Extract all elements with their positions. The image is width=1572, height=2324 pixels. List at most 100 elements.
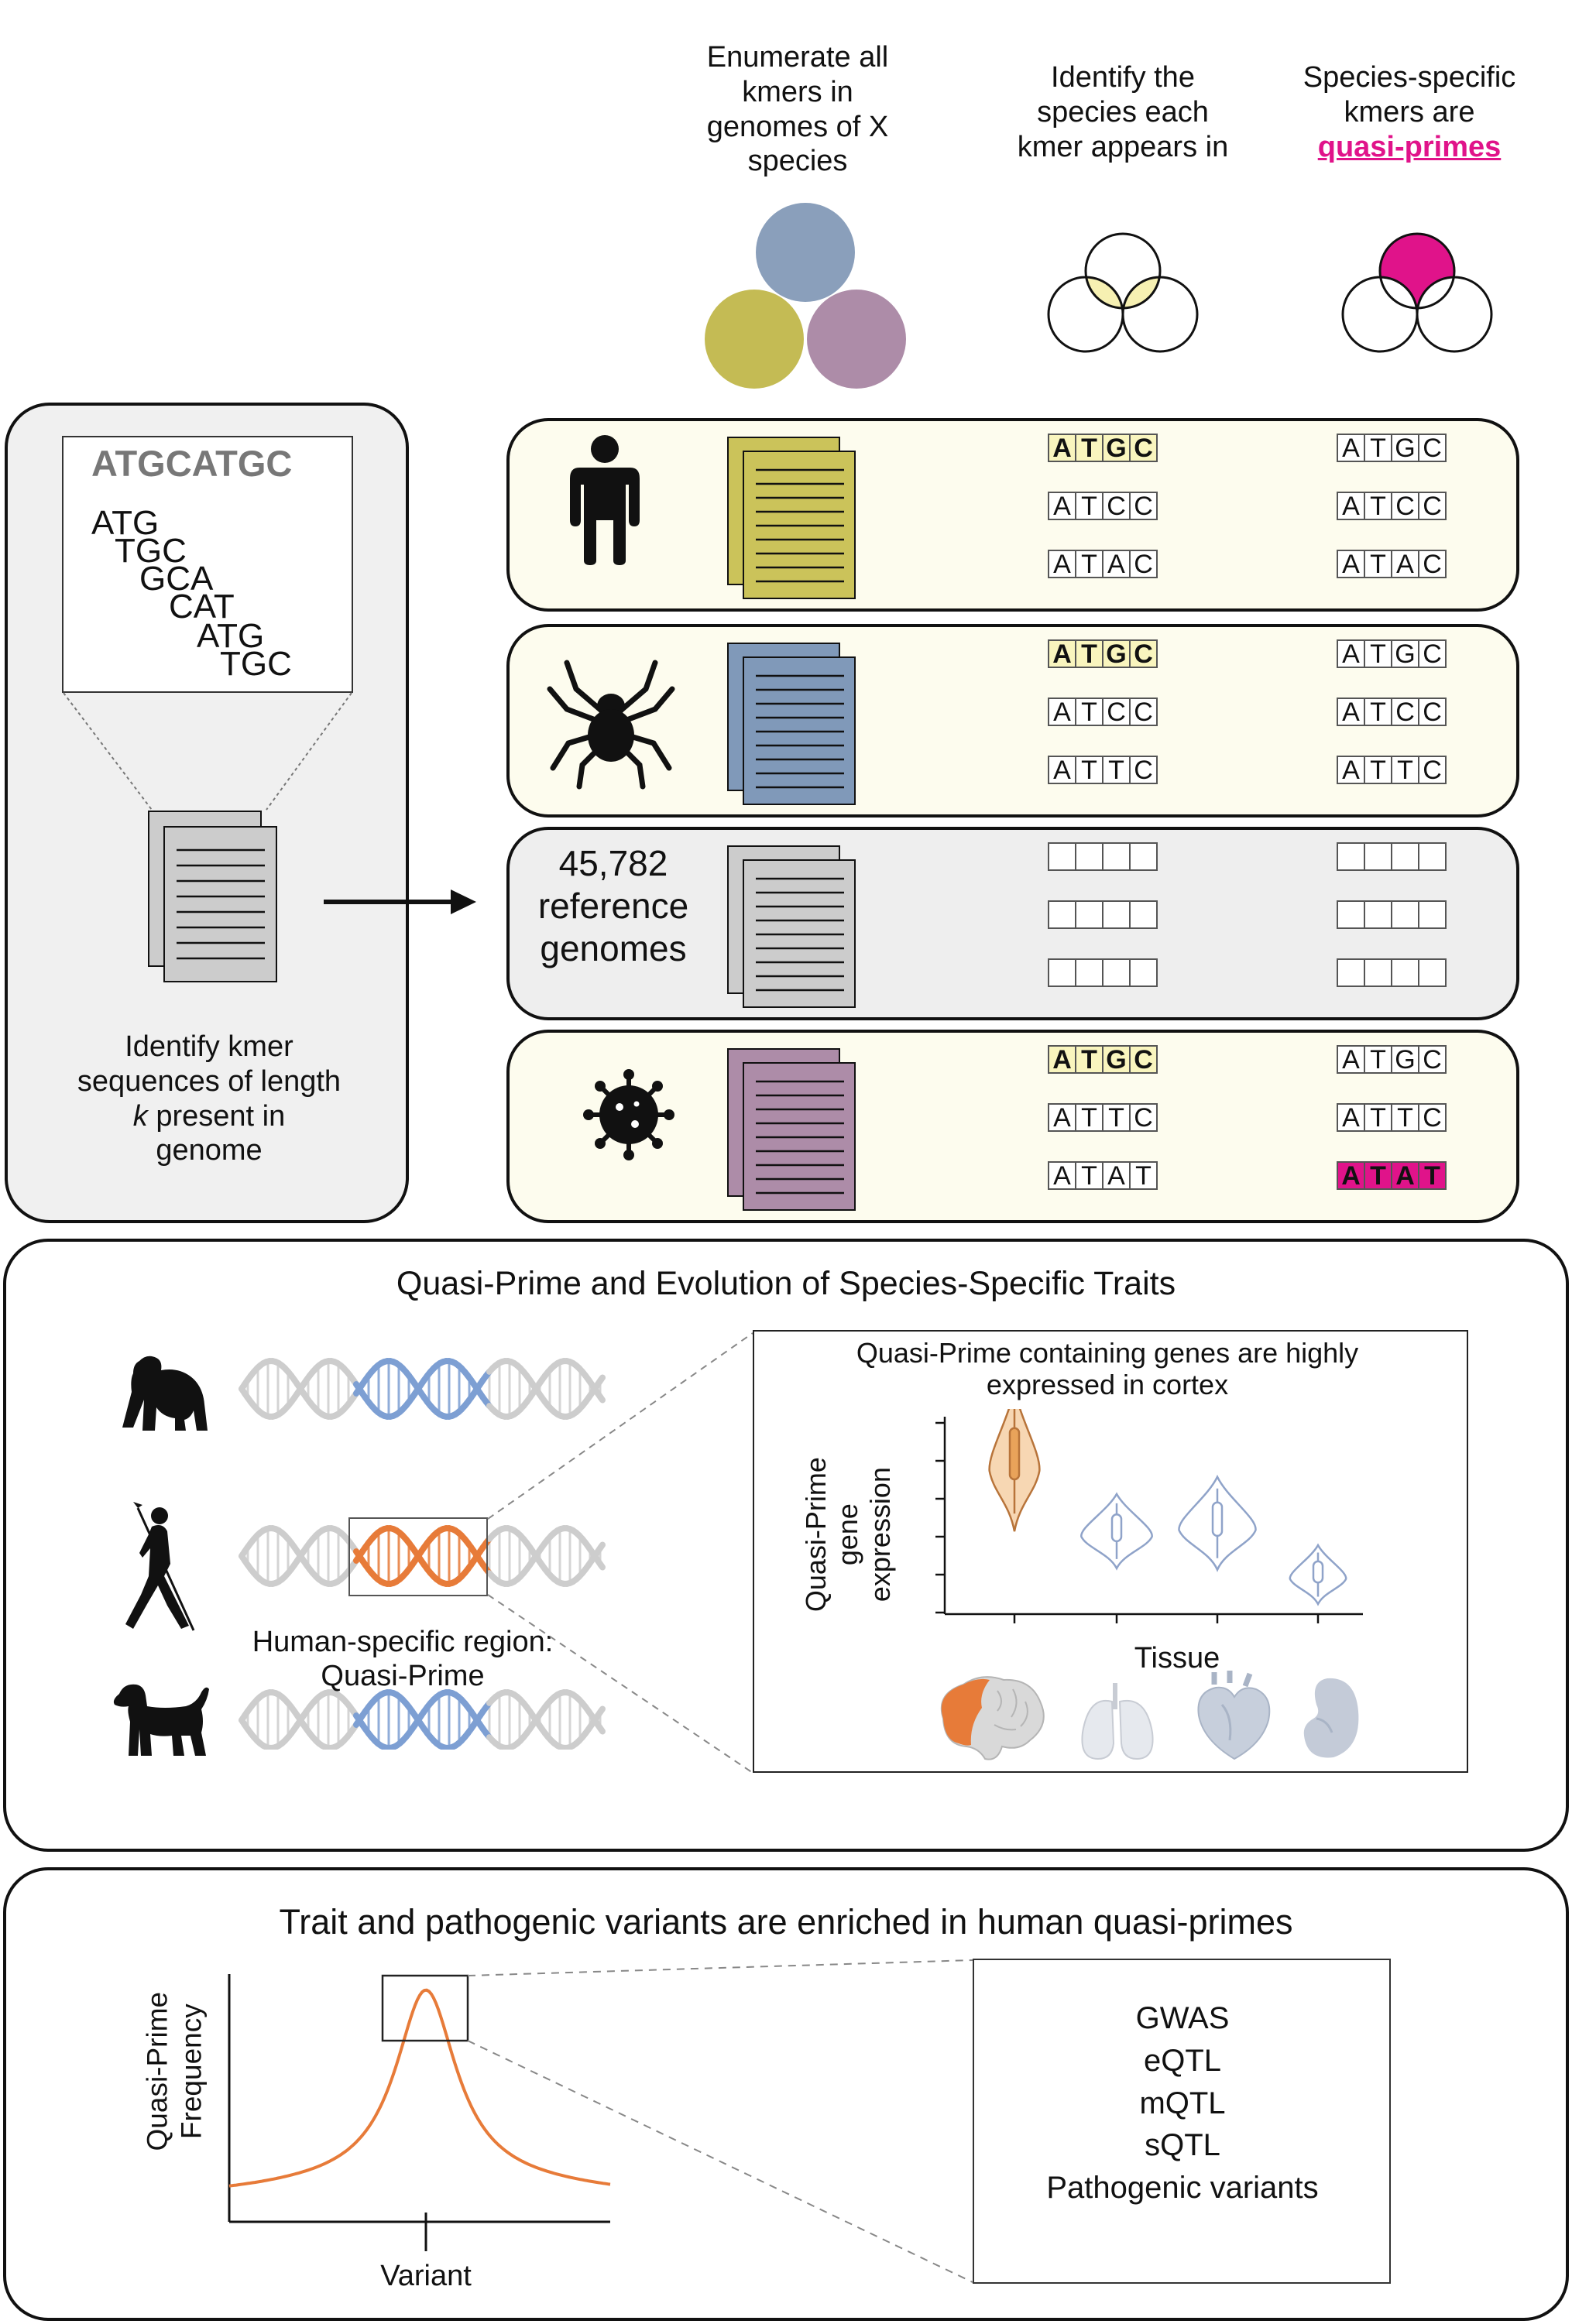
- kmer-cell: G: [1391, 1045, 1419, 1074]
- dog-icon: [113, 1684, 209, 1756]
- genome-doc-icon: [727, 845, 856, 1008]
- kmer-cell: A: [1337, 550, 1365, 578]
- kmer-cell: T: [1364, 492, 1392, 520]
- kmer-cell: A: [1048, 1045, 1076, 1074]
- kmer-cell: [1102, 842, 1131, 871]
- step3-label: Species-specific kmers are quasi-primes: [1270, 60, 1549, 164]
- kmer-cell: A: [1048, 550, 1076, 578]
- kmer-sequence: ATGCATGC: [91, 443, 293, 484]
- reference-genomes-label: 45,782 reference genomes: [537, 843, 689, 969]
- violin-mark: [1080, 1492, 1153, 1571]
- kmer-cell: A: [1337, 698, 1365, 726]
- kmer-cell: A: [1337, 1103, 1365, 1132]
- kmer-cell: C: [1418, 1045, 1447, 1074]
- violin-mark: [1178, 1474, 1257, 1572]
- kmer-cell: C: [1129, 1045, 1158, 1074]
- kmer-cell: A: [1337, 434, 1365, 462]
- dna-helices: [239, 1358, 606, 1750]
- kmer-cell: C: [1418, 639, 1447, 668]
- quasi-primes-highlight: quasi-primes: [1317, 130, 1502, 163]
- kmer-cell: A: [1337, 1045, 1365, 1074]
- kmer-cell: G: [1102, 639, 1131, 668]
- genome-doc-icon: [727, 437, 856, 599]
- dna-helix: [239, 1689, 606, 1750]
- human-icon: [570, 435, 640, 565]
- variants-xlabel: Variant: [380, 2260, 472, 2292]
- kmer-cell: C: [1129, 756, 1158, 784]
- kmer-item: ATG: [197, 617, 265, 655]
- kmer-cell: T: [1075, 1161, 1103, 1190]
- variant-type: GWAS: [1135, 2001, 1230, 2035]
- kmer-cell: C: [1129, 550, 1158, 578]
- genome-doc-icon: [148, 811, 277, 982]
- variant-type: Pathogenic variants: [1046, 2171, 1319, 2206]
- kmer-cell: C: [1418, 1103, 1447, 1132]
- kmer-cell: A: [1048, 756, 1076, 784]
- hominid-icon: [125, 1502, 195, 1631]
- kmer-cell: [1364, 900, 1392, 929]
- kmer-cell: A: [1048, 492, 1076, 520]
- kmer-cell: C: [1102, 698, 1131, 726]
- lung-icon: [1081, 1683, 1154, 1760]
- kmer-cell: A: [1337, 1161, 1365, 1190]
- frequency-curve: [228, 1974, 611, 2251]
- variants-title: Trait and pathogenic variants are enrich…: [279, 1902, 1293, 1942]
- dna-helix: [239, 1525, 606, 1587]
- variant-type: sQTL: [1145, 2128, 1220, 2163]
- variant-type: eQTL: [1143, 2043, 1222, 2078]
- kmer-cell: [1337, 900, 1365, 929]
- variant-type: mQTL: [1139, 2086, 1226, 2120]
- kmer-cell: T: [1364, 698, 1392, 726]
- species-circles: [705, 203, 906, 389]
- kmer-cell: C: [1129, 492, 1158, 520]
- variant-frequency-chart: [228, 1974, 611, 2251]
- variants-panel: [3, 1867, 1569, 2321]
- genome-doc-icon: [727, 643, 856, 805]
- step2-label: Identify the species each kmer appears in: [1017, 61, 1229, 163]
- dna-helix: [239, 1358, 606, 1420]
- kmer-cell: T: [1129, 1161, 1158, 1190]
- region-zoom-lines: [487, 1332, 753, 1774]
- kmer-cell: T: [1102, 1103, 1131, 1132]
- kmer-item: GCA: [139, 560, 214, 598]
- variants-list: GWAS eQTL mQTL sQTL Pathogenic variants: [977, 1997, 1388, 2209]
- human-region-label: Human-specific region: Quasi-Prime: [252, 1626, 554, 1692]
- kmer-cell: A: [1102, 1161, 1131, 1190]
- kmer-cell: [1364, 842, 1392, 871]
- violin-xlabel: Tissue: [1134, 1642, 1220, 1674]
- kmer-item: CAT: [169, 588, 235, 626]
- kmer-cells: [1337, 900, 1447, 929]
- venn-unique-icon: [1332, 232, 1502, 364]
- heart-icon: [1197, 1671, 1271, 1760]
- variants-list-box: [973, 1959, 1391, 2284]
- kmer-cells: [1048, 842, 1158, 871]
- kmer-cell: [1418, 900, 1447, 929]
- kmer-cell: [1129, 958, 1158, 987]
- kmer-cell: A: [1337, 756, 1365, 784]
- kmer-cell: T: [1364, 756, 1392, 784]
- kmer-cell: A: [1337, 492, 1365, 520]
- kmer-cell: C: [1418, 756, 1447, 784]
- kmer-cell: [1129, 900, 1158, 929]
- kmer-cell: [1418, 958, 1447, 987]
- kmer-cell: T: [1418, 1161, 1447, 1190]
- kmer-cell: C: [1418, 434, 1447, 462]
- kmer-cells: [1337, 842, 1447, 871]
- kmer-cell: C: [1391, 698, 1419, 726]
